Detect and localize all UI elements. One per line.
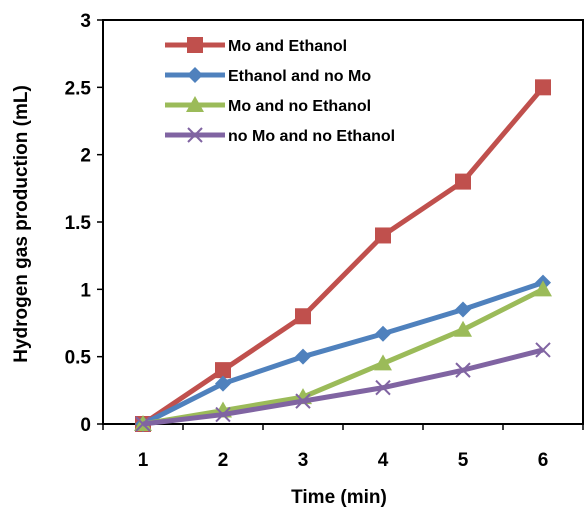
data-point [215,375,231,392]
x-tick-label: 3 [298,450,309,471]
data-point [454,320,472,337]
legend-label: Ethanol and no Mo [228,68,371,85]
legend-label: Mo and no Ethanol [228,98,371,115]
legend-label: Mo and Ethanol [228,38,347,55]
legend-label: no Mo and no Ethanol [228,128,395,145]
data-point [535,79,551,96]
series-line [141,280,544,427]
series-line [142,347,544,427]
y-tick-label: 2.5 [65,78,92,99]
data-point [455,173,471,190]
series-4 [135,342,551,432]
legend-marker [187,37,203,53]
data-point [535,342,551,358]
data-point [375,379,391,396]
x-tick-label: 5 [458,450,469,471]
data-point [295,308,311,325]
data-point [455,301,471,318]
axes: 0 0.5 1 1.5 2 2.5 3 1 2 3 4 5 6 [65,11,584,471]
y-tick-label: 1 [80,280,91,301]
data-point [534,280,552,297]
legend-item-1: Mo and Ethanol [165,37,347,55]
legend-item-2: Ethanol and no Mo [165,67,371,85]
x-tick-label: 1 [138,450,149,471]
x-tick-label: 6 [538,450,549,471]
plot-area [102,19,584,425]
y-tick-label: 2 [80,146,91,167]
data-point [375,325,391,342]
x-axis-title: Time (min) [291,487,387,508]
data-point [295,393,311,409]
legend: Mo and Ethanol Ethanol and no Mo Mo and no… [165,37,395,145]
legend-item-4: no Mo and no Ethanol [165,127,395,145]
data-point [215,406,231,423]
series-line [142,287,545,427]
data-point [455,362,471,378]
data-point [295,348,311,365]
y-tick-label: 0 [80,415,91,436]
plot-frame [102,19,584,425]
y-tick-label: 3 [80,11,91,32]
y-tick-label: 0.5 [65,348,92,369]
x-tick-label: 4 [378,450,389,471]
series-line [141,85,545,427]
y-axis-title: Hydrogen gas production (mL) [11,85,32,363]
legend-item-3: Mo and no Ethanol [165,96,371,115]
series-layer [134,79,552,432]
data-point [215,362,231,379]
data-point [135,416,151,432]
legend-marker [187,127,203,143]
legend-marker [187,67,203,83]
data-point [375,227,391,244]
data-point [374,354,392,371]
y-tick-label: 1.5 [65,213,92,234]
x-tick-label: 2 [218,450,229,471]
legend-marker [186,96,204,112]
